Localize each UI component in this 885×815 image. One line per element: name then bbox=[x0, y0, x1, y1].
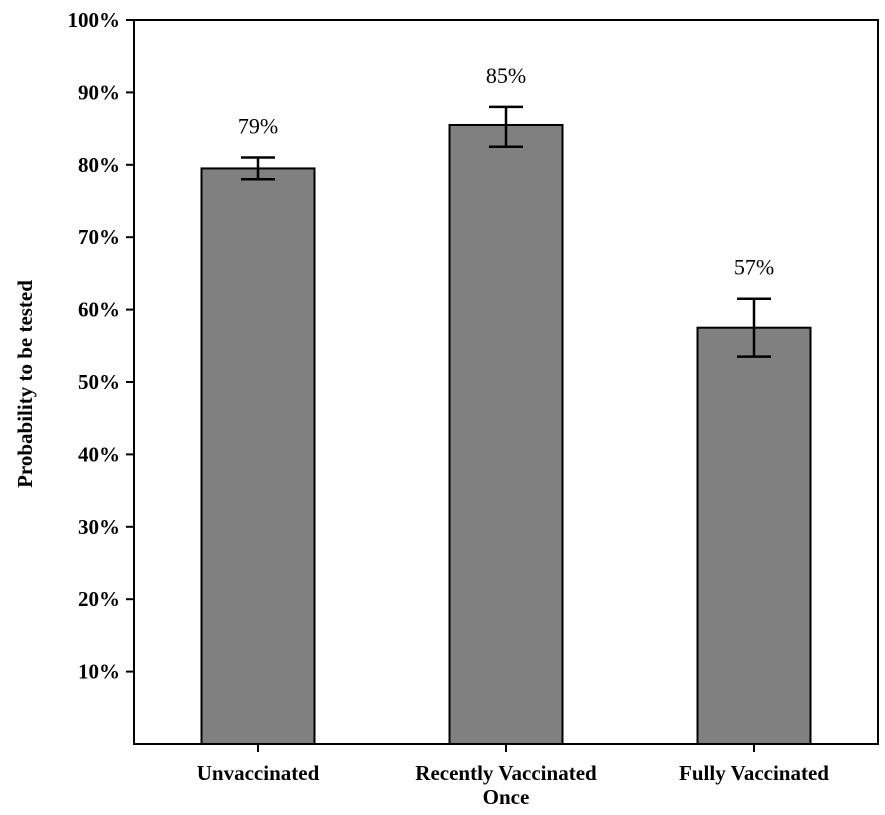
y-tick-label-0: 10% bbox=[78, 660, 120, 684]
y-tick-label-7: 80% bbox=[78, 153, 120, 177]
y-tick-label-3: 40% bbox=[78, 442, 120, 466]
x-axis: Unvaccinated Recently Vaccinated Once Fully… bbox=[197, 744, 829, 809]
y-axis: 10% 20% 30% 40% 50% 60% 70% 80% 90% 100% bbox=[68, 8, 134, 684]
bar-1 bbox=[448, 123, 564, 746]
error-bar-0 bbox=[241, 156, 275, 181]
y-tick-label-4: 50% bbox=[78, 370, 120, 394]
x-tick-label-2: Fully Vaccinated bbox=[679, 761, 829, 785]
y-tick-label-2: 30% bbox=[78, 515, 120, 539]
y-tick-label-9: 100% bbox=[68, 8, 121, 32]
bar-2 bbox=[696, 326, 812, 745]
data-label-2: 57% bbox=[734, 255, 774, 280]
data-labels-layer: 79% 85% 57% bbox=[238, 63, 774, 280]
bars-layer bbox=[200, 123, 812, 746]
y-axis-title: Probability to be tested bbox=[13, 280, 37, 488]
x-tick-label-0: Unvaccinated bbox=[197, 761, 320, 785]
y-tick-label-1: 20% bbox=[78, 587, 120, 611]
error-bars-layer bbox=[241, 105, 771, 358]
y-tick-label-8: 90% bbox=[78, 80, 120, 104]
bar-0 bbox=[200, 167, 316, 746]
error-bar-1 bbox=[489, 105, 523, 148]
plot-frame bbox=[133, 19, 879, 745]
error-bar-2 bbox=[737, 297, 771, 358]
y-tick-label-6: 70% bbox=[78, 225, 120, 249]
data-label-1: 85% bbox=[486, 63, 526, 88]
data-label-0: 79% bbox=[238, 114, 278, 139]
x-tick-label-1: Recently Vaccinated Once bbox=[415, 761, 597, 809]
y-tick-label-5: 60% bbox=[78, 298, 120, 322]
